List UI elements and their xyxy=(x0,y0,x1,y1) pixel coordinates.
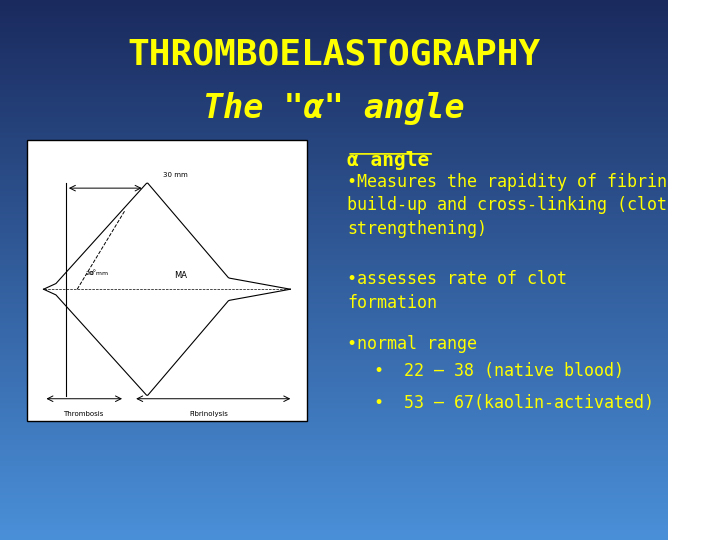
Text: •assesses rate of clot
formation: •assesses rate of clot formation xyxy=(347,270,567,312)
Text: •  53 – 67(kaolin-activated): • 53 – 67(kaolin-activated) xyxy=(374,394,654,412)
Text: 20 mm: 20 mm xyxy=(86,271,108,276)
Text: Fibrinolysis: Fibrinolysis xyxy=(189,410,228,416)
FancyBboxPatch shape xyxy=(27,140,307,421)
Text: •  22 – 38 (native blood): • 22 – 38 (native blood) xyxy=(374,362,624,380)
Text: THROMBOELASTOGRAPHY: THROMBOELASTOGRAPHY xyxy=(127,38,541,72)
Text: Thrombosis: Thrombosis xyxy=(63,410,103,416)
Text: The "α" angle: The "α" angle xyxy=(203,92,464,125)
Text: •normal range: •normal range xyxy=(347,335,477,353)
Text: 30 mm: 30 mm xyxy=(163,172,188,178)
Text: α°: α° xyxy=(89,270,96,276)
Text: •Measures the rapidity of fibrin
build-up and cross-linking (clot
strengthening): •Measures the rapidity of fibrin build-u… xyxy=(347,173,667,238)
Text: MA: MA xyxy=(174,271,187,280)
Text: α angle: α angle xyxy=(347,151,430,170)
